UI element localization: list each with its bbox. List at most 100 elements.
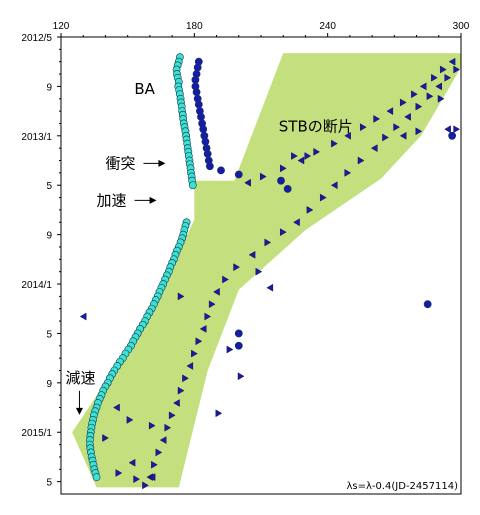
triangle-marker	[435, 82, 442, 91]
triangle-marker	[244, 178, 251, 187]
triangle-marker	[191, 349, 198, 358]
y-tick-label: 9	[46, 82, 52, 93]
circle-marker	[217, 166, 225, 175]
triangle-marker	[204, 312, 212, 321]
triangle-marker	[419, 82, 427, 91]
circle-marker	[234, 329, 243, 338]
triangle-marker	[280, 164, 287, 173]
triangle-marker	[182, 374, 189, 383]
triangle-marker	[382, 133, 389, 142]
series-0	[85, 53, 197, 482]
triangle-marker	[213, 288, 220, 296]
y-tick-label: 2014/1	[21, 280, 52, 291]
triangle-marker	[453, 65, 460, 74]
triangle-marker	[304, 152, 312, 160]
arrow-head	[158, 159, 166, 167]
circle-marker	[197, 112, 205, 121]
triangle-marker	[444, 125, 451, 134]
triangle-marker	[128, 458, 136, 467]
triangle-marker	[195, 337, 203, 346]
annotation-label: BA	[134, 80, 155, 98]
triangle-marker	[280, 228, 287, 236]
triangle-marker	[113, 403, 120, 412]
triangle-marker	[360, 123, 367, 132]
triangle-marker	[437, 94, 445, 103]
triangle-marker	[293, 218, 300, 227]
triangle-marker	[148, 421, 156, 430]
triangle-marker	[177, 292, 185, 301]
triangle-marker	[400, 98, 407, 107]
triangle-marker	[226, 345, 234, 354]
x-tick-label: 240	[319, 21, 336, 32]
stb-region	[72, 53, 461, 488]
triangle-marker	[133, 475, 140, 484]
triangle-marker	[370, 144, 378, 153]
triangle-marker	[415, 102, 423, 111]
triangle-marker	[448, 57, 456, 66]
triangle-marker	[199, 325, 207, 333]
circle-marker	[193, 63, 202, 72]
x-tick-label: 120	[53, 21, 70, 32]
triangle-marker	[404, 113, 411, 121]
triangle-marker	[79, 312, 87, 321]
circle-marker	[188, 181, 197, 190]
arrow-head	[149, 196, 157, 204]
y-tick-label: 5	[46, 478, 52, 489]
triangle-marker	[186, 362, 194, 370]
triangle-marker	[222, 275, 229, 284]
triangle-marker	[164, 423, 172, 432]
triangle-marker	[177, 386, 185, 395]
triangle-marker	[306, 206, 314, 214]
annotation-label: STBの断片	[279, 117, 353, 135]
points-layer	[79, 53, 460, 490]
triangle-marker	[155, 448, 163, 457]
circle-marker	[191, 75, 200, 84]
triangle-marker	[399, 131, 407, 140]
triangle-marker	[426, 92, 434, 101]
circle-marker	[194, 100, 203, 109]
circle-marker	[448, 131, 457, 140]
triangle-marker	[386, 107, 394, 115]
y-tick-label: 5	[46, 329, 52, 340]
triangle-marker	[313, 148, 320, 156]
triangle-marker	[151, 460, 158, 469]
triangle-marker	[102, 434, 109, 442]
triangle-marker	[415, 127, 423, 136]
circle-marker	[192, 88, 201, 97]
triangle-marker	[373, 115, 380, 123]
triangle-marker	[248, 250, 256, 259]
triangle-marker	[264, 238, 272, 247]
circle-marker	[277, 176, 285, 185]
triangle-marker	[453, 125, 460, 134]
triangle-marker	[260, 172, 267, 181]
triangle-marker	[266, 283, 274, 292]
triangle-marker	[255, 267, 263, 276]
triangle-marker	[208, 300, 216, 309]
series-2	[191, 57, 457, 350]
y-tick-label: 2012/5	[21, 33, 52, 44]
circle-marker	[203, 150, 212, 158]
triangle-marker	[168, 411, 176, 420]
triangle-marker	[330, 181, 338, 190]
annotation-label: 衝突	[105, 154, 135, 172]
triangle-marker	[411, 90, 418, 99]
circle-marker	[234, 341, 243, 350]
triangle-marker	[173, 399, 180, 407]
triangle-marker	[115, 469, 123, 477]
triangle-marker	[148, 473, 156, 481]
axis-layer: 120 180 240 300 2012/5 9 2013/1 5 9 2014/1 5 9 2015/…	[21, 21, 469, 489]
circle-marker	[423, 300, 432, 309]
y-tick-label: 9	[46, 231, 52, 242]
triangle-marker	[331, 139, 338, 148]
triangle-marker	[440, 65, 447, 74]
y-tick-label: 2013/1	[21, 132, 52, 143]
triangle-marker	[233, 263, 240, 271]
y-tick-label: 5	[46, 181, 52, 192]
triangle-marker	[357, 156, 365, 165]
arrow-head	[75, 407, 83, 415]
x-tick-label: 180	[186, 21, 203, 32]
circle-marker	[205, 162, 214, 171]
annotation-label: 加速	[97, 191, 127, 209]
triangle-marker	[344, 131, 351, 140]
triangle-marker	[297, 156, 305, 165]
